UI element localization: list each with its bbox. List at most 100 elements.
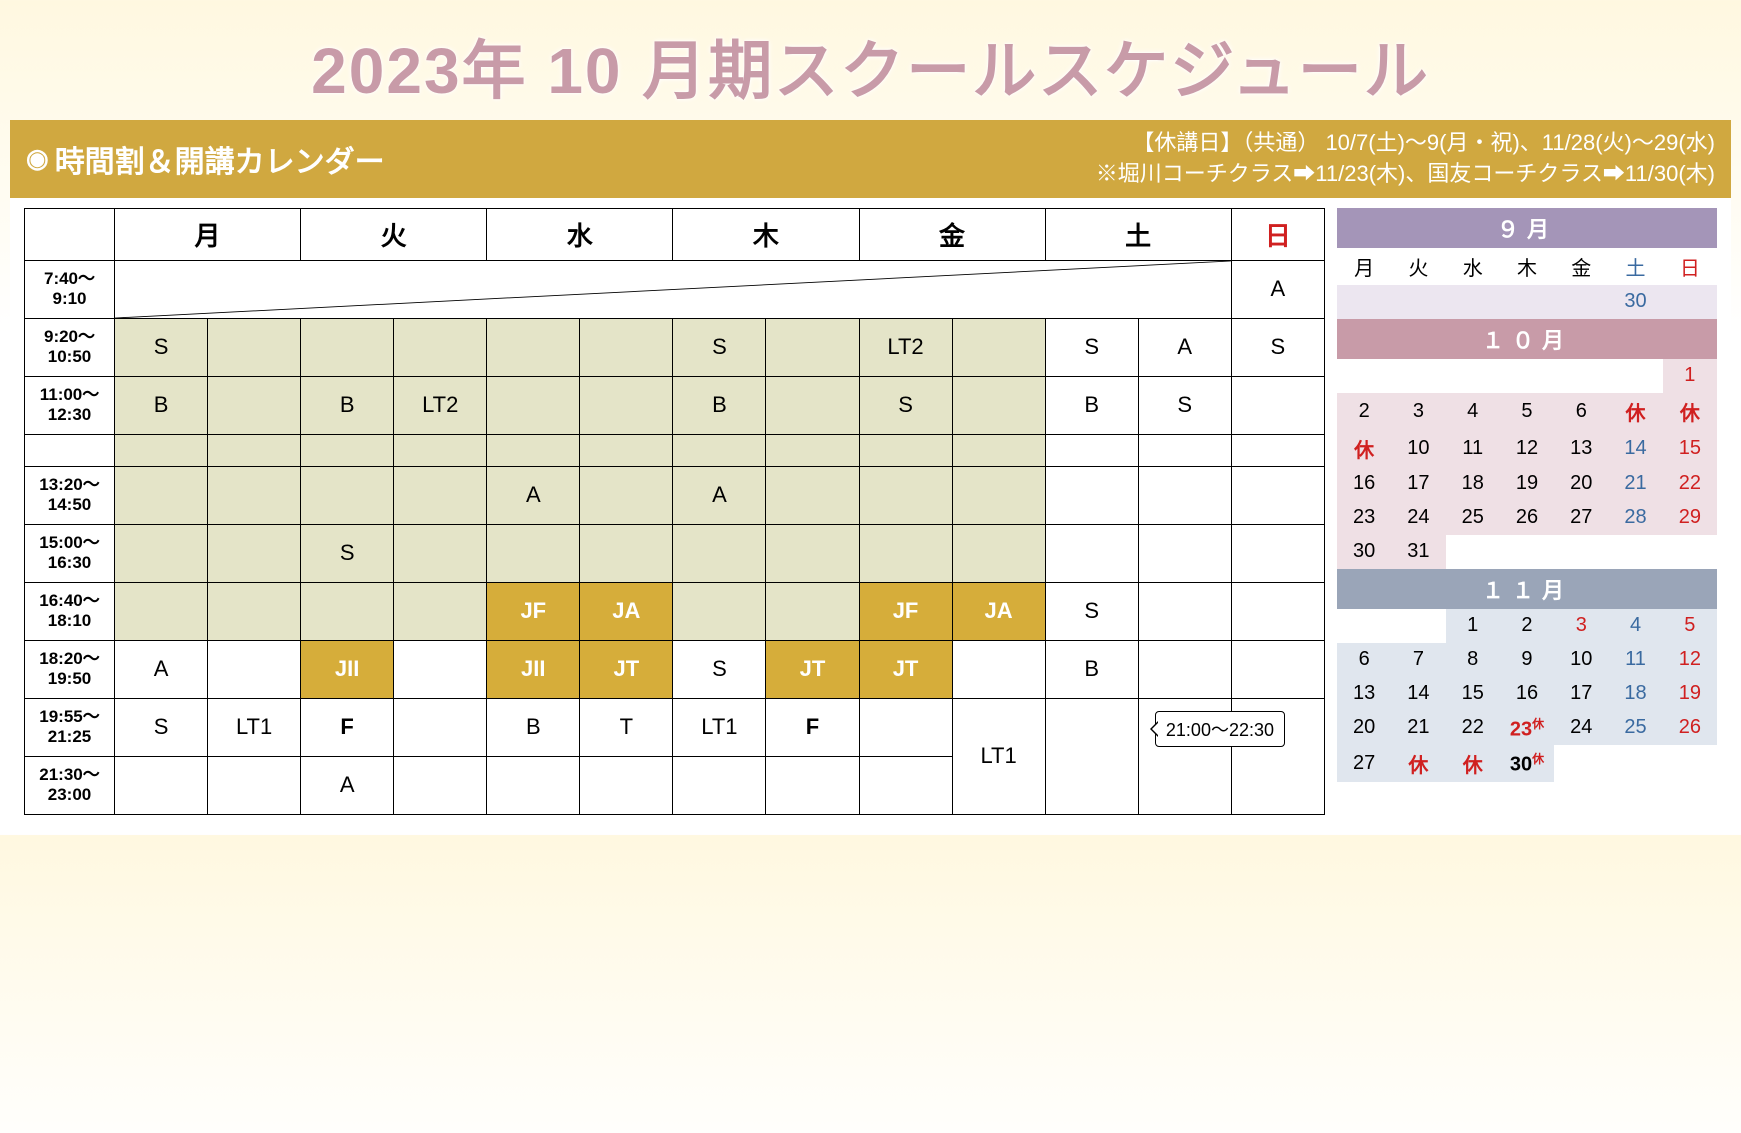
r3-wed1 — [487, 376, 580, 434]
dow: 水 — [1446, 248, 1500, 285]
r9-wed2: T — [580, 698, 673, 756]
d: 3 — [1554, 609, 1608, 643]
day-fri: 金 — [859, 208, 1045, 260]
d: 7 — [1391, 643, 1445, 677]
d: 6 — [1554, 393, 1608, 430]
d: 21 — [1391, 711, 1445, 746]
sep-30: 30 — [1608, 285, 1662, 319]
d: 25 — [1446, 501, 1500, 535]
day-wed: 水 — [487, 208, 673, 260]
r3-wed2 — [580, 376, 673, 434]
r8-thu1: S — [673, 640, 766, 698]
time-7: 16:40～18:10 — [25, 582, 115, 640]
r9-thu2: F — [766, 698, 859, 756]
r7-wed2: JA — [580, 582, 673, 640]
r9-lt1: LT1 — [952, 698, 1045, 814]
d: 17 — [1554, 677, 1608, 711]
d: 11 — [1446, 430, 1500, 467]
r2-tue2 — [394, 318, 487, 376]
d: 19 — [1500, 467, 1554, 501]
header-row: 月 火 水 木 金 土 日 — [25, 208, 1325, 260]
r9-mon1: S — [115, 698, 208, 756]
holiday-info: 【休講日】（共通） 10/7(土)～9(月・祝)、11/28(火)～29(水) … — [1096, 128, 1715, 190]
day-tue: 火 — [301, 208, 487, 260]
d: 20 — [1337, 711, 1391, 746]
r3-fri1: S — [859, 376, 952, 434]
d: 8 — [1446, 643, 1500, 677]
d: 29 — [1663, 501, 1717, 535]
day-mon: 月 — [115, 208, 301, 260]
row-8: 18:20～19:50 A JII JII JT S JT JT B — [25, 640, 1325, 698]
d: 4 — [1446, 393, 1500, 430]
d: 18 — [1446, 467, 1500, 501]
row-10: 21:30～23:00 A — [25, 756, 1325, 814]
subtitle-left: ◉ 時間割＆開講カレンダー — [26, 137, 385, 181]
row-3: 11:00～12:30 B B LT2 B S B S — [25, 376, 1325, 434]
r7-fri2: JA — [952, 582, 1045, 640]
r9-tue1: F — [301, 698, 394, 756]
dow: 火 — [1391, 248, 1445, 285]
r8-fri1: JT — [859, 640, 952, 698]
r2-thu1: S — [673, 318, 766, 376]
d: 31 — [1391, 535, 1445, 569]
callout-time: 21:00～22:30 — [1155, 711, 1285, 747]
d: 10 — [1391, 430, 1445, 467]
r5-wed1: A — [487, 466, 580, 524]
dow: 金 — [1554, 248, 1608, 285]
d: 26 — [1500, 501, 1554, 535]
r7-wed1: JF — [487, 582, 580, 640]
r3-sun — [1231, 376, 1324, 434]
d: 18 — [1608, 677, 1662, 711]
holiday-line2: ※堀川コーチクラス➡11/23(木)、国友コーチクラス➡11/30(木) — [1096, 159, 1715, 190]
r3-mon1: B — [115, 376, 208, 434]
oct-cal: 1 2 3 4 5 6 休 休 休 10 11 12 13 14 15 16 — [1337, 359, 1717, 569]
d: 5 — [1500, 393, 1554, 430]
day-sat: 土 — [1045, 208, 1231, 260]
d: 22 — [1446, 711, 1500, 746]
d: 13 — [1554, 430, 1608, 467]
r8-thu2: JT — [766, 640, 859, 698]
d: 16 — [1500, 677, 1554, 711]
d: 休 — [1608, 393, 1662, 430]
time-6: 15:00～16:30 — [25, 524, 115, 582]
d: 28 — [1608, 501, 1662, 535]
r2-fri1: LT2 — [859, 318, 952, 376]
d: 5 — [1663, 609, 1717, 643]
r8-wed2: JT — [580, 640, 673, 698]
d: 20 — [1554, 467, 1608, 501]
d: 22 — [1663, 467, 1717, 501]
d: 26 — [1663, 711, 1717, 746]
time-9: 19:55～21:25 — [25, 698, 115, 756]
r10-tue1: A — [301, 756, 394, 814]
d: 13 — [1337, 677, 1391, 711]
nov-29: 休 — [1446, 745, 1500, 782]
r2-tue1 — [301, 318, 394, 376]
d: 2 — [1337, 393, 1391, 430]
day-sun: 日 — [1231, 208, 1324, 260]
day-thu: 木 — [673, 208, 859, 260]
content-area: 月 火 水 木 金 土 日 7:40～9:10 A — [10, 198, 1731, 825]
d: 27 — [1337, 745, 1391, 782]
d: 14 — [1608, 430, 1662, 467]
r5-thu1: A — [673, 466, 766, 524]
time-8: 18:20～19:50 — [25, 640, 115, 698]
r8-wed1: JII — [487, 640, 580, 698]
d: 24 — [1391, 501, 1445, 535]
bullet-icon: ◉ — [26, 143, 49, 174]
r9-mon2: LT1 — [208, 698, 301, 756]
d: 15 — [1663, 430, 1717, 467]
d: 19 — [1663, 677, 1717, 711]
d: 1 — [1446, 609, 1500, 643]
dow: 月 — [1337, 248, 1391, 285]
time-spacer — [25, 434, 115, 466]
r8-sat1: B — [1045, 640, 1138, 698]
row-7: 16:40～18:10 JF JA JF JA S — [25, 582, 1325, 640]
d: 3 — [1391, 393, 1445, 430]
r2-wed2 — [580, 318, 673, 376]
time-1: 7:40～9:10 — [25, 260, 115, 318]
r3-tue2: LT2 — [394, 376, 487, 434]
d: 25 — [1608, 711, 1662, 746]
nov-30: 30休 — [1500, 745, 1554, 782]
r8-tue1: JII — [301, 640, 394, 698]
diagonal-cell — [115, 260, 1232, 318]
